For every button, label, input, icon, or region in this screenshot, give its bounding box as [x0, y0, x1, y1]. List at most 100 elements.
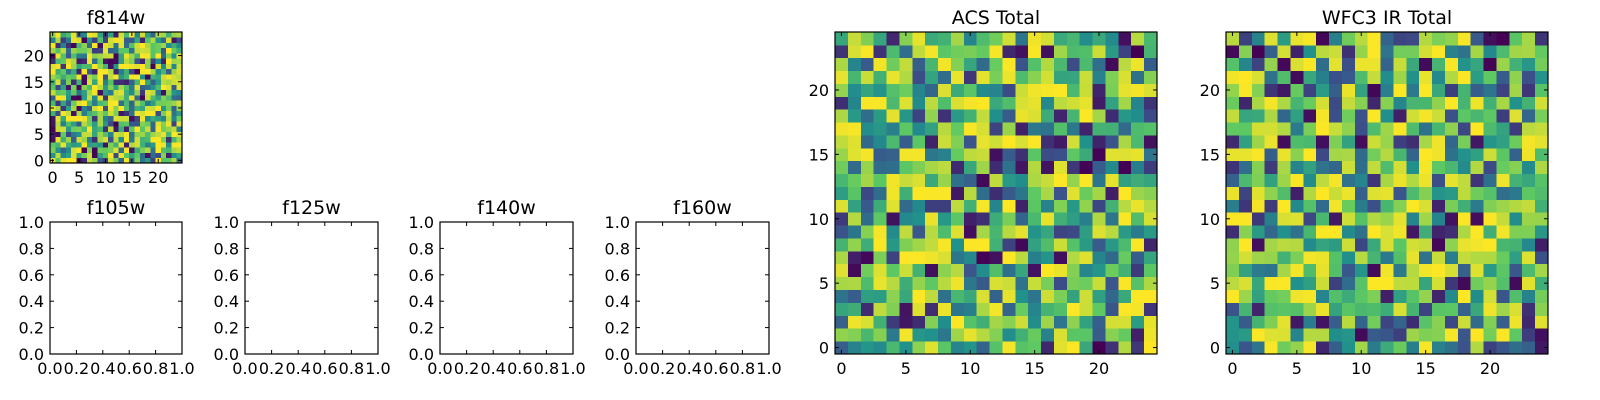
heatmap-cell	[1316, 289, 1330, 303]
heatmap-cell	[1419, 225, 1433, 239]
x-tick-label: 0.0	[623, 359, 648, 378]
heatmap-cell	[76, 37, 83, 43]
heatmap-cell	[76, 89, 83, 96]
heatmap-cell	[1238, 173, 1253, 187]
x-tick-label: 0	[1227, 359, 1237, 378]
heatmap-cell	[155, 152, 162, 159]
heatmap-cell	[1496, 276, 1510, 290]
heatmap-cell	[925, 328, 939, 342]
heatmap-cell	[1226, 70, 1240, 84]
heatmap-cell	[118, 42, 125, 49]
heatmap-cell	[1277, 32, 1291, 46]
heatmap-cell	[134, 152, 141, 159]
heatmap-cell	[873, 147, 887, 162]
heatmap-cell	[1066, 302, 1081, 316]
heatmap-cell	[176, 37, 183, 43]
heatmap-cell	[1092, 186, 1106, 200]
heatmap-cell	[1105, 147, 1119, 162]
heatmap-cell	[1002, 57, 1016, 72]
heatmap-cell	[1053, 328, 1068, 342]
heatmap-cell	[835, 109, 849, 123]
heatmap-cell	[81, 89, 88, 96]
heatmap-cell	[1457, 225, 1472, 239]
heatmap-cell	[1041, 341, 1055, 355]
heatmap-cell	[155, 47, 162, 54]
heatmap-cell	[1380, 225, 1394, 239]
heatmap-cell	[899, 225, 913, 239]
heatmap-cell	[81, 63, 88, 70]
heatmap-cell	[1522, 302, 1536, 316]
heatmap-cell	[71, 121, 77, 127]
heatmap-cell	[1144, 173, 1158, 187]
heatmap-cell	[50, 126, 56, 132]
heatmap-cell	[886, 238, 900, 252]
heatmap-cell	[1483, 160, 1497, 175]
heatmap-cell	[1522, 122, 1536, 136]
heatmap-cell	[1419, 289, 1433, 303]
heatmap-cell	[108, 58, 114, 64]
heatmap-cells	[50, 32, 183, 164]
heatmap-cell	[176, 100, 183, 106]
heatmap-cell	[113, 136, 120, 143]
heatmap-cell	[1444, 70, 1459, 84]
heatmap-cell	[1041, 328, 1055, 342]
heatmap-cell	[1367, 263, 1381, 278]
heatmap-cell	[1367, 70, 1381, 84]
heatmap-cell	[989, 173, 1003, 187]
heatmap-cell	[1015, 289, 1029, 303]
heatmap-cell	[166, 94, 172, 101]
heatmap-cell	[176, 121, 183, 127]
heatmap-cell	[938, 341, 952, 355]
heatmap-cell	[134, 136, 141, 143]
heatmap-cell	[860, 160, 875, 175]
heatmap-cell	[1316, 302, 1330, 316]
heatmap-cell	[92, 94, 98, 101]
heatmap-cell	[1496, 199, 1510, 213]
heatmap-cell	[145, 131, 151, 138]
heatmap-cell	[1380, 212, 1394, 226]
heatmap-cell	[155, 142, 162, 148]
heatmap-cell	[1041, 276, 1055, 290]
heatmap-cell	[950, 212, 965, 226]
heatmap-cell	[129, 42, 135, 49]
heatmap-cell	[92, 142, 98, 148]
heatmap-cell	[938, 238, 952, 252]
heatmap-cell	[71, 105, 77, 111]
heatmap-cell	[1303, 199, 1317, 213]
x-tick-label: 5	[901, 359, 911, 378]
heatmap-cell	[1053, 302, 1068, 316]
heatmap-cell	[139, 79, 146, 85]
heatmap-cell	[1341, 238, 1356, 252]
heatmap-cell	[65, 100, 72, 106]
heatmap-cell	[76, 121, 83, 127]
heatmap-cell	[1457, 96, 1472, 110]
heatmap-cell	[108, 73, 114, 80]
heatmap-cell	[1092, 160, 1106, 175]
heatmap-cell	[873, 122, 887, 136]
heatmap-cell	[92, 157, 98, 164]
heatmap-cell	[1509, 32, 1523, 46]
heatmap-cell	[1131, 263, 1145, 278]
heatmap-cell	[1131, 276, 1145, 290]
heatmap-cell	[1053, 135, 1068, 149]
heatmap-cell	[950, 135, 965, 149]
heatmap-cell	[113, 79, 120, 85]
heatmap-cell	[123, 110, 130, 117]
heatmap-cell	[899, 122, 913, 136]
heatmap-cell	[1066, 199, 1081, 213]
heatmap-cell	[1277, 109, 1291, 123]
heatmap-cell	[1015, 32, 1029, 46]
heatmap-cell	[1496, 83, 1510, 97]
heatmap-cell	[938, 70, 952, 84]
heatmap-cell	[108, 100, 114, 106]
heatmap-cell	[1316, 341, 1330, 355]
heatmap-cell	[1470, 83, 1484, 97]
heatmap-cell	[1354, 341, 1369, 355]
heatmap-cell	[1329, 109, 1343, 123]
heatmap-cell	[92, 73, 98, 80]
heatmap-cell	[886, 276, 900, 290]
heatmap-cell	[1015, 122, 1029, 136]
heatmap-cell	[108, 157, 114, 164]
heatmap-cell	[1329, 250, 1343, 265]
x-tick-label: 15	[1415, 359, 1435, 378]
